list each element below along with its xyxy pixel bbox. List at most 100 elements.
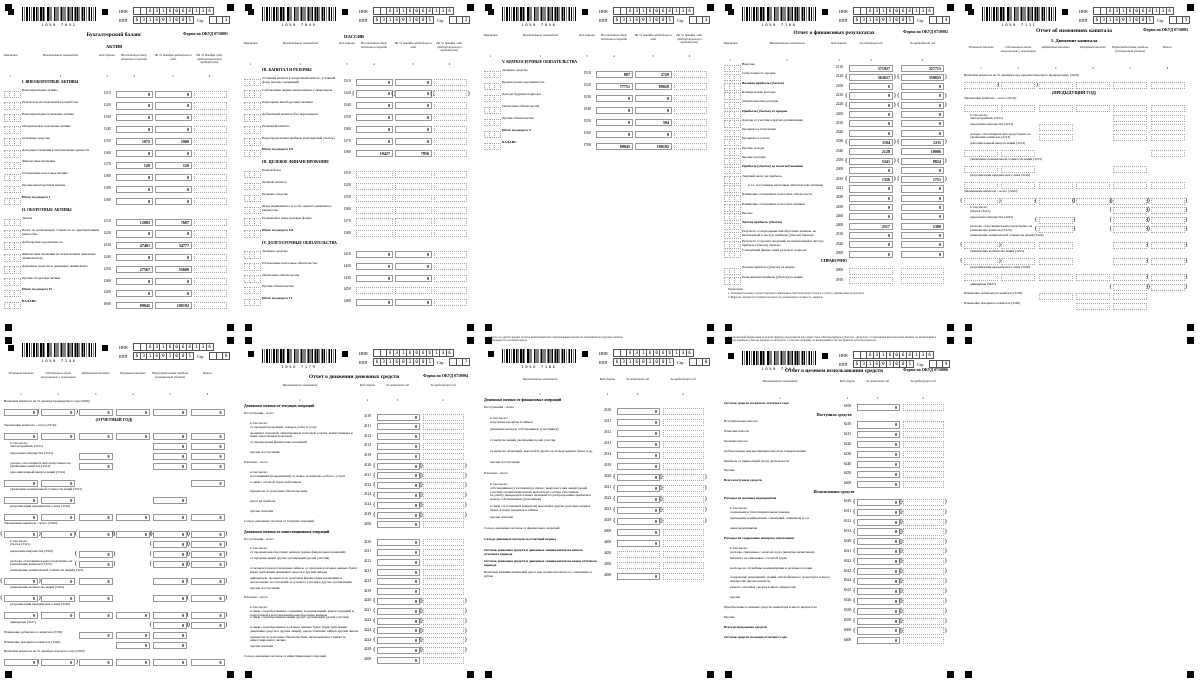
paren-open: ( (1146, 225, 1149, 233)
note-ref-cell (494, 70, 501, 78)
value-cell (434, 90, 467, 98)
line-code: 2430 (835, 195, 844, 200)
row-label: Базовая прибыль (убыток) на акцию (742, 265, 795, 270)
kpp-label: КПП (599, 359, 608, 365)
value-cell: 0 (153, 513, 188, 521)
line-code: 1140 (103, 126, 111, 131)
value-cell (1075, 197, 1110, 205)
form-page-5: 1050 7131 ИНН 6 3 1 6 0 6 6 1 3 6 КПП 6 3 1 6 0 1 0 0 1 Стр. 5 О… (960, 0, 1200, 334)
note-ref-cell (254, 182, 261, 191)
paren-close: ) (420, 616, 423, 624)
value-cell: 0 (153, 641, 188, 649)
note-ref-cell (734, 185, 741, 193)
column-header: За отчетный год (626, 377, 649, 381)
paren-open: ( (1109, 225, 1112, 233)
column-header: На отчетную дату отчетного периода (600, 33, 628, 41)
row-label: Величина влияния изменений курса иностра… (484, 570, 593, 578)
value-cell (1038, 293, 1073, 301)
column-header: Наименование показателя (769, 41, 805, 45)
row-label: Величина капитала на 31 декабря предыдущ… (4, 399, 90, 403)
row-label: реорганизация юридического лица (3326) (10, 602, 71, 606)
paren-close: ) (1185, 273, 1188, 281)
column-number: 5 (1129, 66, 1131, 70)
value-cell (663, 484, 704, 492)
row-label: БАЛАНС (502, 140, 517, 144)
paren-open: ( (373, 597, 376, 605)
value-cell: 0 (155, 185, 192, 193)
inn-digit-cell: 6 (685, 349, 694, 358)
note-ref-cell (254, 170, 261, 179)
value-cell: 0 (78, 462, 113, 470)
value-cell: 0 (857, 548, 900, 556)
kpp-digit-cell: 1 (185, 351, 194, 360)
row-label: Прибыль (убыток) от продаж (742, 108, 788, 113)
barcode-number: 1050 7049 (281, 22, 317, 27)
value-cell: 0 (41, 513, 76, 521)
value-cell: 0 (901, 129, 944, 137)
row-label: Чистая прибыль (убыток) (742, 220, 783, 225)
value-cell (423, 637, 464, 645)
value-cell: 363657 (849, 73, 893, 81)
paren-close: ) (464, 646, 467, 654)
page-number-cell: 4 (942, 15, 951, 24)
inn-digit-cell: 6 (925, 351, 934, 360)
value-cell (1001, 258, 1036, 266)
value-cell (663, 506, 704, 514)
column-number: 3 (876, 396, 879, 400)
value-cell: 0 (377, 482, 420, 490)
registration-mark (467, 671, 474, 678)
row-label: дивиденды (3227) (970, 281, 996, 286)
value-cell (1113, 216, 1148, 224)
value-cell (423, 462, 464, 470)
value-cell (395, 194, 432, 202)
registration-mark (1187, 671, 1194, 678)
paren-close: ) (1185, 241, 1188, 249)
column-header: Наименование показателя (43, 53, 78, 57)
row-label: Сальдо денежных потоков от текущих опера… (244, 518, 314, 523)
note-ref-cell (254, 218, 261, 226)
registration-mark (725, 671, 732, 678)
value-cell: 0 (395, 102, 432, 110)
note-ref-cell (734, 64, 741, 72)
kpp-digit-cell: 1 (905, 359, 914, 368)
row-label: расходы, относящиеся непосредственно на … (970, 224, 1033, 232)
value-cell (964, 105, 998, 113)
column-number: 4 (613, 54, 615, 58)
page-number-label: Стр. (917, 17, 925, 23)
value-cell: 0 (116, 197, 153, 205)
column-header: Нераспределенная прибыль (непокрытый убы… (152, 371, 189, 379)
barcode-number: 1050 7056 (521, 22, 557, 27)
form-page-7: 1050 7179 ИНН 6 3 1 6 0 6 6 1 3 6 КПП 6 3 1 6 0 1 0 0 1 Стр. 7 О… (240, 334, 480, 681)
value-cell (194, 102, 227, 110)
row-label: Прочее (742, 210, 753, 215)
note-ref-cell (734, 194, 741, 203)
row-label: Целевые взносы (724, 438, 748, 443)
line-code: 4224 (363, 637, 372, 642)
line-code: 6312 (843, 519, 852, 523)
row-label: ремонт основных средств и иного имуществ… (730, 585, 796, 590)
value-cell (1150, 283, 1185, 291)
paren-close: ) (464, 626, 467, 634)
paren-close: ) (944, 616, 947, 624)
row-label: переоценка имущества (3312) (10, 450, 54, 455)
line-code: 1410 (343, 251, 351, 256)
row-label: Фонд недвижимого и особо ценного движимо… (262, 204, 332, 212)
value-cell (1075, 181, 1110, 189)
value-cell (1038, 258, 1073, 266)
row-label: Прочие оборотные активы (22, 275, 61, 280)
value-cell: 0 (190, 462, 225, 470)
row-label: дивиденды (3327) (10, 619, 36, 624)
row-label: Остаток денежных средств и денежных экви… (484, 559, 597, 567)
paren-open: ( (149, 539, 152, 547)
row-label: Итого по разделу III (262, 147, 293, 152)
row-label: доходы, относящиеся непосредственно на у… (10, 460, 71, 469)
value-cell: 0 (849, 129, 893, 137)
value-cell: 0 (377, 423, 420, 431)
value-cell (434, 126, 467, 134)
paren-close: ) (944, 577, 947, 585)
value-cell: 0 (190, 530, 225, 538)
value-cell: 0 (857, 451, 900, 459)
note-ref-cell (14, 218, 21, 226)
column-number: 5 (412, 62, 414, 66)
value-cell: 0 (857, 421, 900, 429)
